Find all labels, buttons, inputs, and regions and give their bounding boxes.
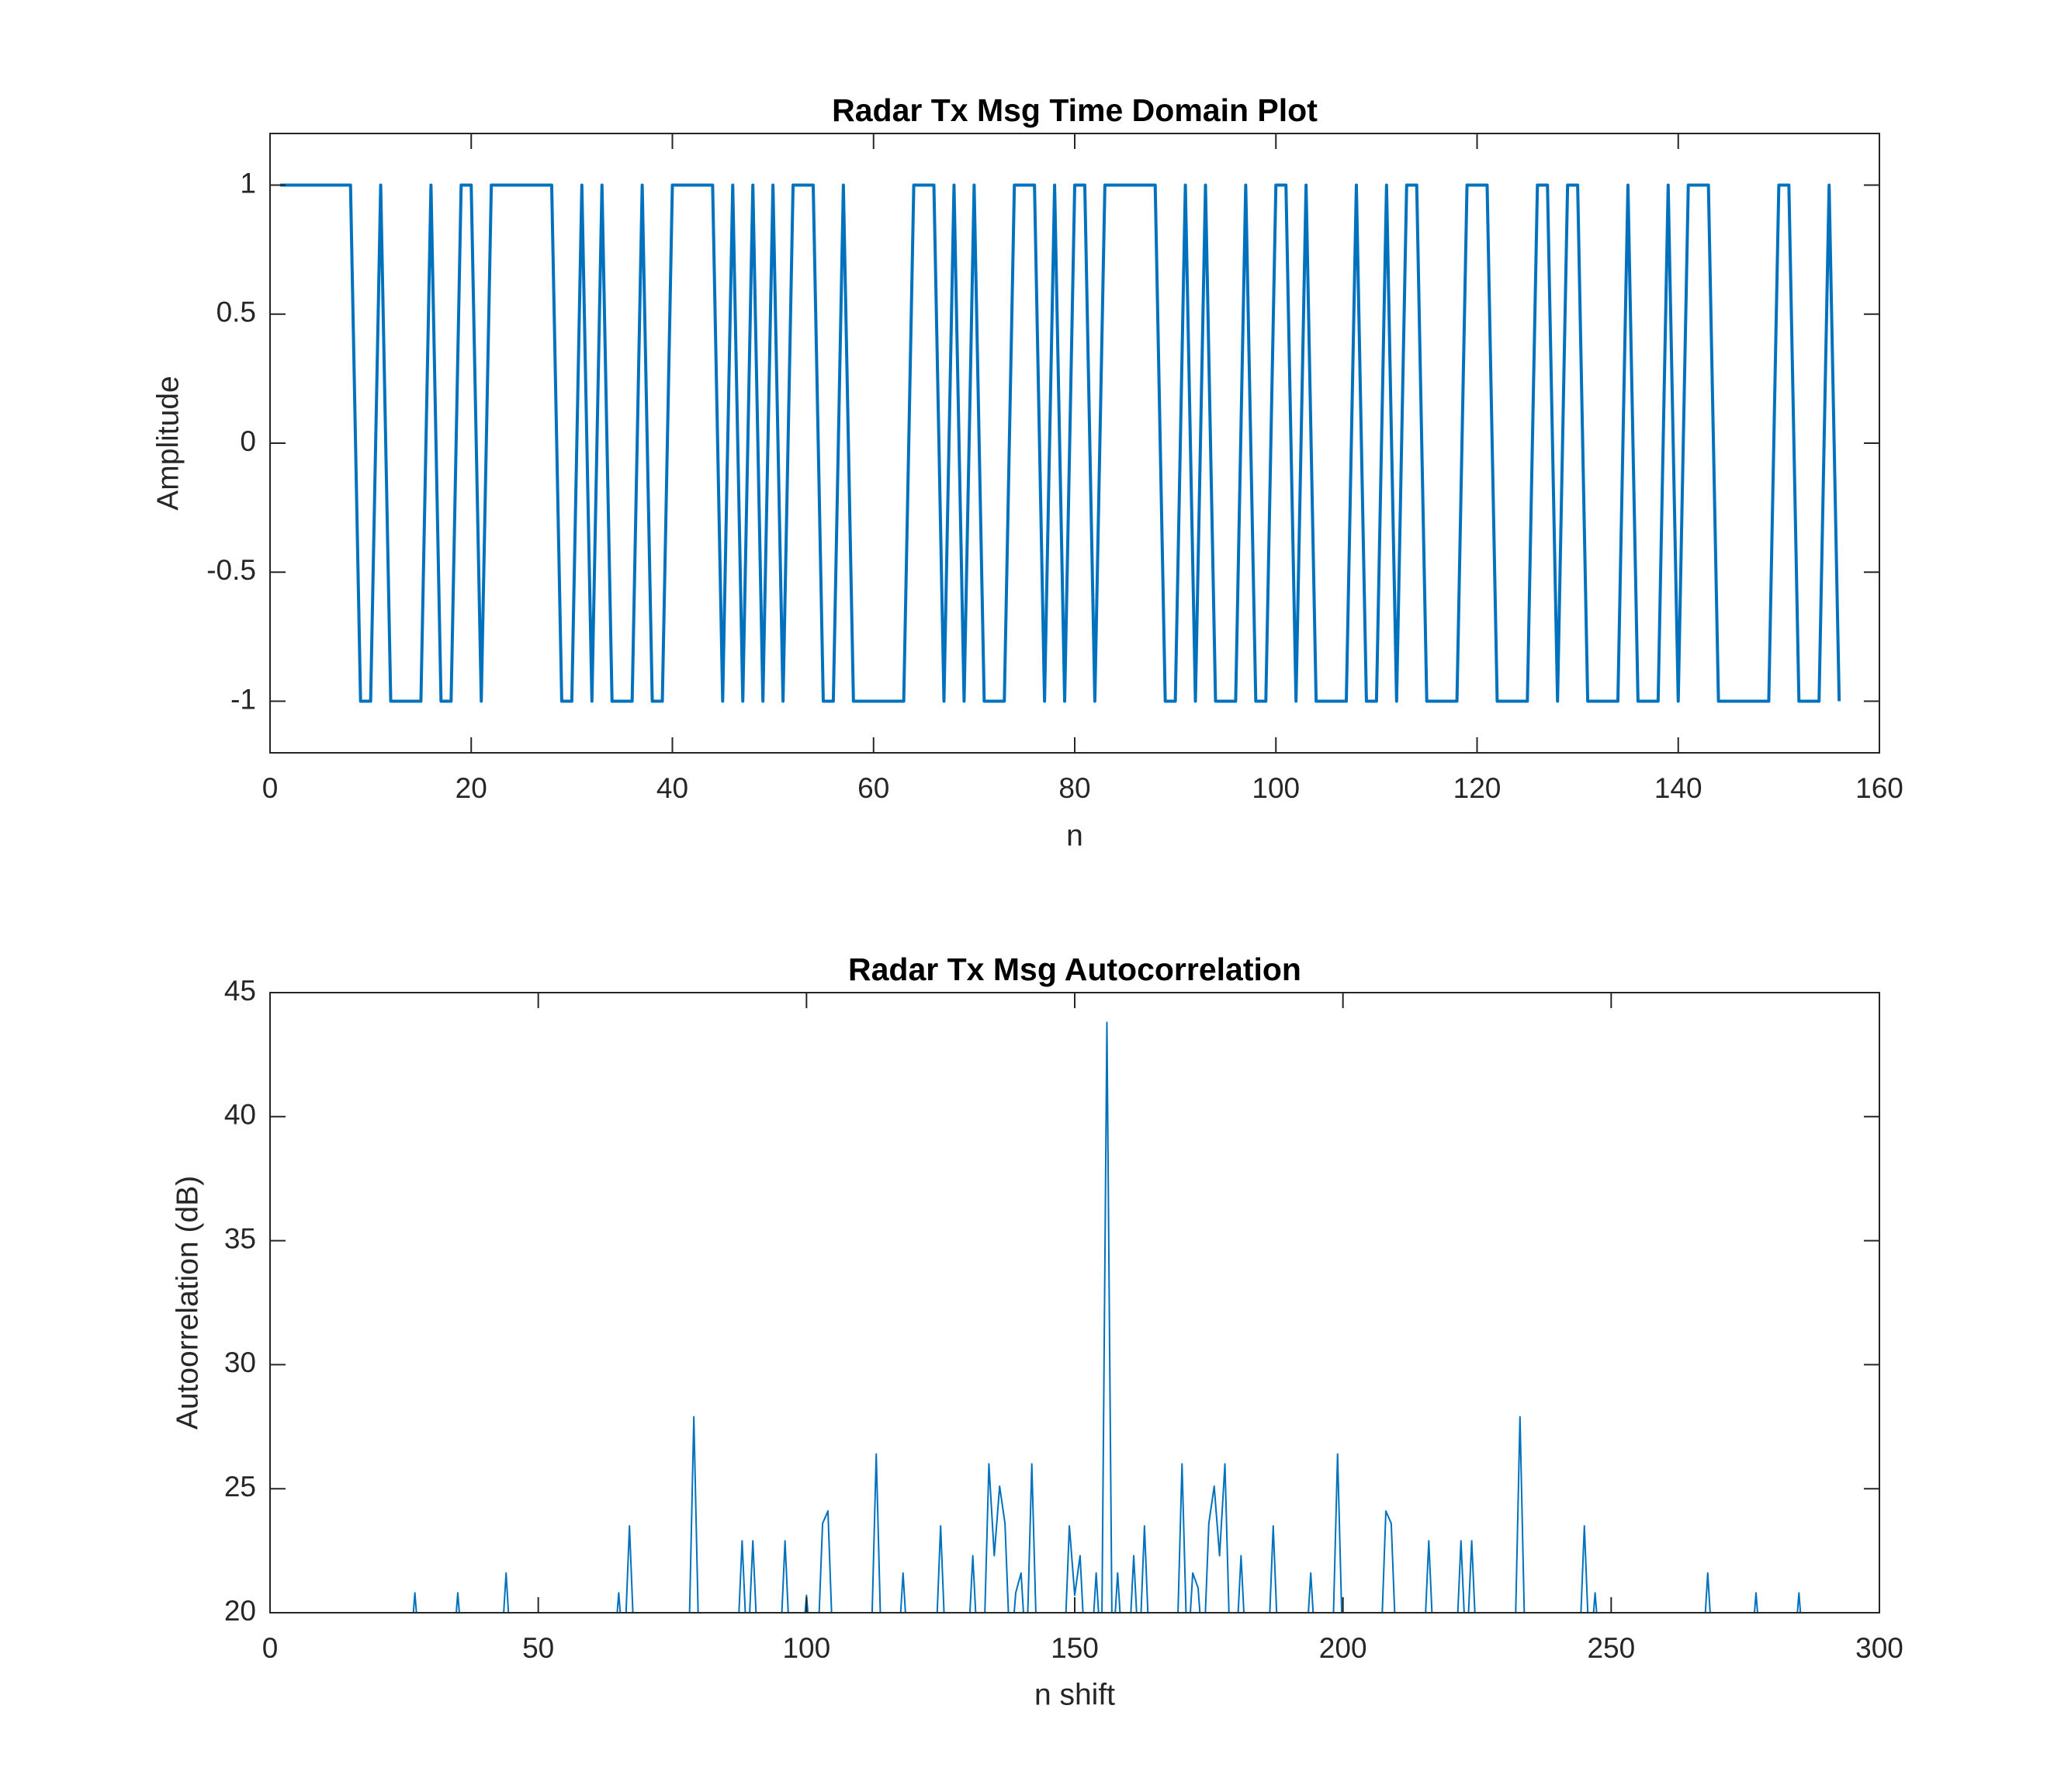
x-axis-label: n: [1066, 819, 1083, 852]
y-tick-label: -0.5: [206, 554, 256, 586]
data-line: [412, 1021, 1802, 1613]
x-tick-label: 120: [1453, 772, 1502, 804]
y-tick-label: 40: [224, 1099, 256, 1131]
chart-title: Radar Tx Msg Time Domain Plot: [832, 92, 1318, 128]
y-tick-label: 35: [224, 1222, 256, 1254]
y-tick-label: 30: [224, 1347, 256, 1378]
y-tick-label: 1: [240, 167, 256, 199]
x-tick-label: 60: [857, 772, 889, 804]
x-tick-label: 250: [1587, 1632, 1635, 1664]
axes-box: [269, 133, 1880, 754]
chart-title: Radar Tx Msg Autocorrelation: [848, 951, 1301, 987]
y-tick-label: 0.5: [216, 296, 256, 328]
x-tick-label: 0: [262, 772, 279, 804]
x-tick-label: 20: [455, 772, 487, 804]
x-axis-label: n shift: [1034, 1678, 1115, 1711]
y-tick-label: 20: [224, 1595, 256, 1627]
y-tick-label: 0: [240, 425, 256, 457]
data-line: [279, 183, 1841, 703]
y-tick-label: 45: [224, 975, 256, 1007]
axes-box: [269, 992, 1880, 1613]
x-tick-label: 140: [1654, 772, 1702, 804]
x-tick-label: 300: [1855, 1632, 1903, 1664]
x-tick-label: 100: [782, 1632, 830, 1664]
x-tick-label: 150: [1051, 1632, 1099, 1664]
axes-bg: [270, 993, 1879, 1613]
x-tick-label: 0: [262, 1632, 279, 1664]
x-tick-label: 50: [522, 1632, 554, 1664]
y-axis-label: Autoorrelation (dB): [171, 1176, 204, 1430]
x-tick-label: 200: [1319, 1632, 1367, 1664]
y-axis-label: Amplitude: [151, 376, 185, 510]
y-tick-label: -1: [230, 683, 256, 715]
x-tick-label: 160: [1855, 772, 1903, 804]
x-tick-label: 80: [1058, 772, 1090, 804]
y-tick-label: 25: [224, 1471, 256, 1503]
x-tick-label: 40: [656, 772, 688, 804]
x-tick-label: 100: [1252, 772, 1300, 804]
